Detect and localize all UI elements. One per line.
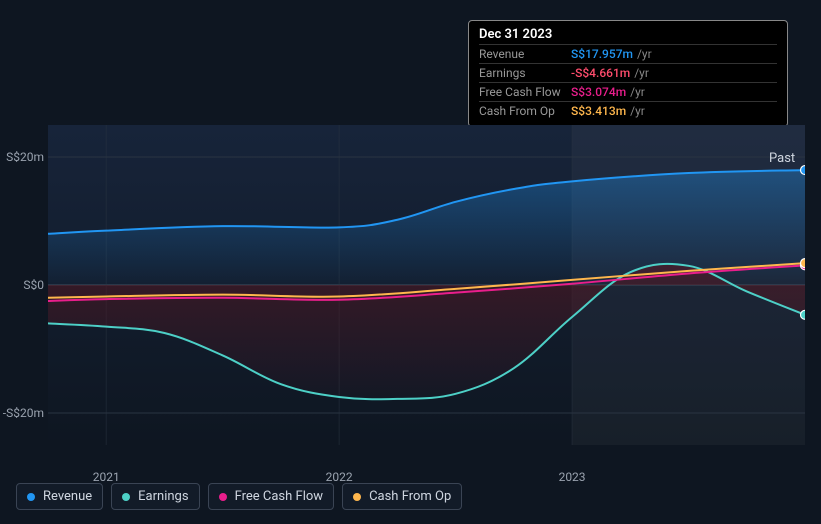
legend-dot-icon (219, 493, 227, 501)
legend-item-label: Cash From Op (369, 489, 451, 504)
legend-item-revenue[interactable]: Revenue (16, 483, 103, 510)
tooltip-row: RevenueS$17.957m/yr (479, 44, 777, 63)
tooltip-row-value: S$17.957m (571, 47, 633, 61)
tooltip-row-label: Revenue (479, 47, 571, 61)
tooltip-row: Free Cash FlowS$3.074m/yr (479, 82, 777, 101)
chart-tooltip: Dec 31 2023 RevenueS$17.957m/yrEarnings-… (468, 20, 788, 127)
legend-dot-icon (122, 493, 130, 501)
tooltip-row-label: Earnings (479, 66, 571, 80)
y-axis-label: S$20m (6, 150, 44, 164)
past-label: Past (769, 151, 795, 166)
legend-item-cfo[interactable]: Cash From Op (342, 483, 462, 510)
tooltip-row-value: S$3.413m (571, 104, 626, 118)
x-axis-label: 2022 (326, 470, 353, 484)
tooltip-date: Dec 31 2023 (479, 27, 777, 44)
legend-dot-icon (27, 493, 35, 501)
x-axis-label: 2023 (559, 470, 586, 484)
tooltip-row-unit: /yr (630, 85, 645, 99)
legend-item-fcf[interactable]: Free Cash Flow (208, 483, 334, 510)
tooltip-row: Cash From OpS$3.413m/yr (479, 101, 777, 120)
legend-dot-icon (353, 493, 361, 501)
legend-item-earnings[interactable]: Earnings (111, 483, 199, 510)
y-axis-label: S$0 (23, 278, 44, 292)
tooltip-row-unit: /yr (630, 104, 645, 118)
y-axis-label: -S$20m (3, 406, 44, 420)
tooltip-row-label: Free Cash Flow (479, 85, 571, 99)
tooltip-row-label: Cash From Op (479, 104, 571, 118)
legend-item-label: Earnings (138, 489, 188, 504)
chart-canvas (16, 125, 805, 445)
tooltip-row-unit: /yr (634, 66, 649, 80)
x-axis-label: 2021 (93, 470, 120, 484)
legend-item-label: Revenue (43, 489, 92, 504)
tooltip-row-value: -S$4.661m (571, 66, 630, 80)
chart-legend: Revenue Earnings Free Cash Flow Cash From O… (16, 483, 462, 510)
financials-chart[interactable]: S$20mS$0-S$20m 202120222023 Past (16, 125, 805, 464)
tooltip-row-value: S$3.074m (571, 85, 626, 99)
legend-item-label: Free Cash Flow (235, 489, 323, 504)
tooltip-row-unit: /yr (637, 47, 652, 61)
tooltip-row: Earnings-S$4.661m/yr (479, 63, 777, 82)
